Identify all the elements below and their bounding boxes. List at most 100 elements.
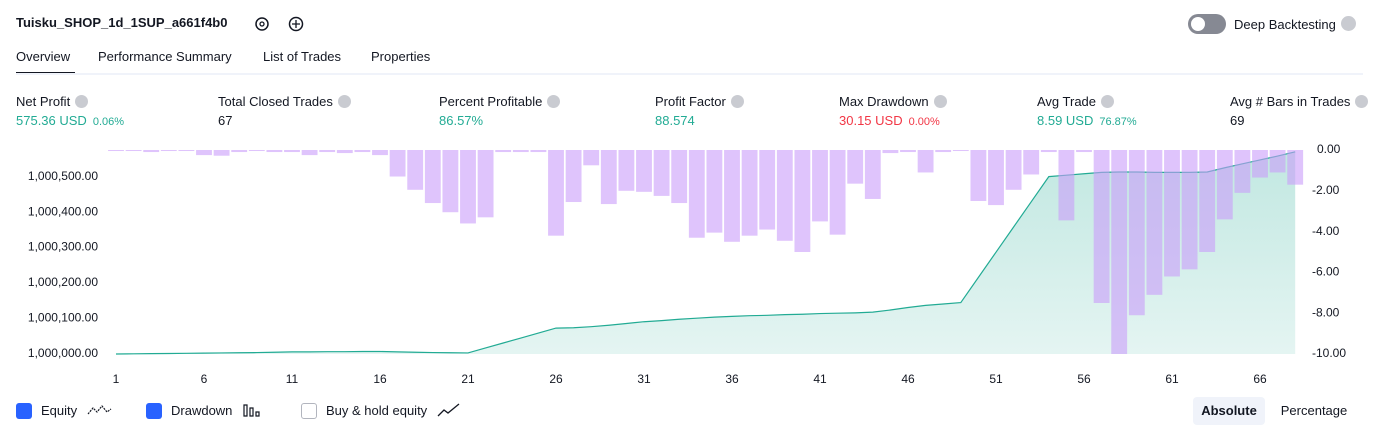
stat-value-text: 86.57% <box>439 113 484 128</box>
header-icons[interactable] <box>252 14 312 34</box>
drawdown-bar <box>565 150 582 203</box>
toggle[interactable] <box>1188 14 1226 34</box>
drawdown-bar <box>741 150 758 236</box>
drawdown-bar <box>724 150 740 242</box>
drawdown-bar <box>231 150 248 153</box>
x-tick-label: 11 <box>286 372 299 386</box>
info-icon[interactable] <box>730 95 744 108</box>
stat-change: 76.87% <box>1099 116 1137 128</box>
stat-label: Max Drawdown <box>839 94 947 109</box>
info-icon[interactable] <box>1355 95 1369 108</box>
info-icon[interactable] <box>933 95 947 108</box>
drawdown-bar <box>952 150 969 152</box>
drawdown-bar <box>1164 150 1180 277</box>
drawdown-bar <box>935 150 952 153</box>
drawdown-bar <box>319 150 336 153</box>
stat-label-text: Max Drawdown <box>839 94 929 109</box>
tab-divider <box>16 73 1363 75</box>
drawdown-bar <box>125 150 142 152</box>
mode-button[interactable]: Percentage <box>1280 403 1348 418</box>
drawdown-bar <box>917 150 934 173</box>
drawdown-bar <box>442 150 459 213</box>
drawdown-bar <box>688 150 705 238</box>
drawdown-bar <box>1040 150 1057 153</box>
legend-item[interactable]: Drawdown <box>146 403 264 419</box>
drawdown-bar <box>407 150 424 190</box>
stat-label-text: Profit Factor <box>655 94 726 109</box>
stat-label: Percent Profitable <box>439 94 561 109</box>
tab[interactable]: Performance Summary <box>98 49 232 64</box>
drawdown-bar <box>178 150 195 152</box>
equity-icon <box>87 405 112 415</box>
drawdown-bar <box>759 150 776 230</box>
drawdown-bar <box>900 150 916 153</box>
stat-label: Avg # Bars in Trades <box>1230 94 1369 109</box>
x-tick-label: 26 <box>549 372 563 386</box>
stat-label: Profit Factor <box>655 94 744 109</box>
drawdown-bar <box>1252 150 1268 178</box>
x-tick-label: 51 <box>989 372 1003 386</box>
mode-button[interactable]: Absolute <box>1193 397 1265 425</box>
drawdown-bar <box>776 150 793 241</box>
legend-item[interactable]: Equity <box>16 403 113 419</box>
y2-tick-label: 0.00 <box>1317 142 1341 156</box>
stat-label: Total Closed Trades <box>218 94 351 109</box>
help-icon[interactable] <box>1340 16 1356 31</box>
drawdown-bar <box>160 150 177 152</box>
drawdown-bar <box>671 150 688 204</box>
stat-value: 88.574 <box>655 113 695 128</box>
stat-label-text: Avg Trade <box>1037 94 1097 109</box>
drawdown-bar <box>495 150 512 153</box>
checkbox[interactable] <box>301 403 317 419</box>
drawdown-bar <box>336 150 353 154</box>
drawdown-bar <box>108 150 124 152</box>
stat-label-text: Avg # Bars in Trades <box>1230 94 1351 109</box>
drawdown-bar <box>284 150 300 153</box>
equity-area <box>116 151 1296 354</box>
drawdown-bar <box>1023 150 1040 175</box>
drawdown-bar <box>512 150 529 153</box>
x-tick-label: 61 <box>1165 372 1179 386</box>
drawdown-bar <box>1269 150 1286 173</box>
alert-icon[interactable] <box>288 16 304 32</box>
legend-label: Drawdown <box>171 403 233 418</box>
stat-label-text: Total Closed Trades <box>218 94 333 109</box>
drawdown-bar <box>794 150 811 252</box>
drawdown-bar <box>266 150 283 153</box>
info-icon[interactable] <box>547 95 561 108</box>
stat-label: Net Profit <box>16 94 89 109</box>
drawdown-icon <box>243 404 260 417</box>
drawdown-bar <box>301 150 318 156</box>
checkbox[interactable] <box>16 403 32 419</box>
drawdown-bar <box>1058 150 1075 221</box>
legend-item[interactable]: Buy & hold equity <box>301 403 461 419</box>
info-icon[interactable] <box>75 95 89 108</box>
drawdown-bar <box>213 150 230 156</box>
drawdown-bar <box>143 150 160 153</box>
info-icon[interactable] <box>337 95 351 108</box>
drawdown-bar <box>1181 150 1198 270</box>
info-icon[interactable] <box>1101 95 1115 108</box>
tab[interactable]: List of Trades <box>263 49 342 64</box>
y-tick-label: 1,000,400.00 <box>28 204 98 218</box>
buy-hold-icon <box>437 403 460 417</box>
drawdown-bar <box>1128 150 1145 316</box>
settings-icon[interactable] <box>255 17 269 31</box>
drawdown-bar <box>882 150 899 154</box>
y-tick-label: 1,000,000.00 <box>28 346 98 360</box>
x-tick-label: 36 <box>725 372 739 386</box>
drawdown-bar <box>636 150 652 192</box>
drawdown-bar <box>1146 150 1163 295</box>
x-tick-label: 46 <box>901 372 915 386</box>
tab[interactable]: Properties <box>371 49 431 64</box>
stat-value: 69 <box>1230 113 1244 128</box>
y2-tick-label: -10.00 <box>1312 346 1346 360</box>
stat-value-text: 69 <box>1230 113 1245 128</box>
checkbox[interactable] <box>146 403 162 419</box>
tab[interactable]: Overview <box>16 49 71 64</box>
drawdown-bar <box>548 150 564 236</box>
y2-tick-label: -4.00 <box>1312 224 1340 238</box>
drawdown-bar <box>988 150 1004 206</box>
drawdown-bar <box>477 150 494 218</box>
drawdown-bar <box>248 150 265 152</box>
